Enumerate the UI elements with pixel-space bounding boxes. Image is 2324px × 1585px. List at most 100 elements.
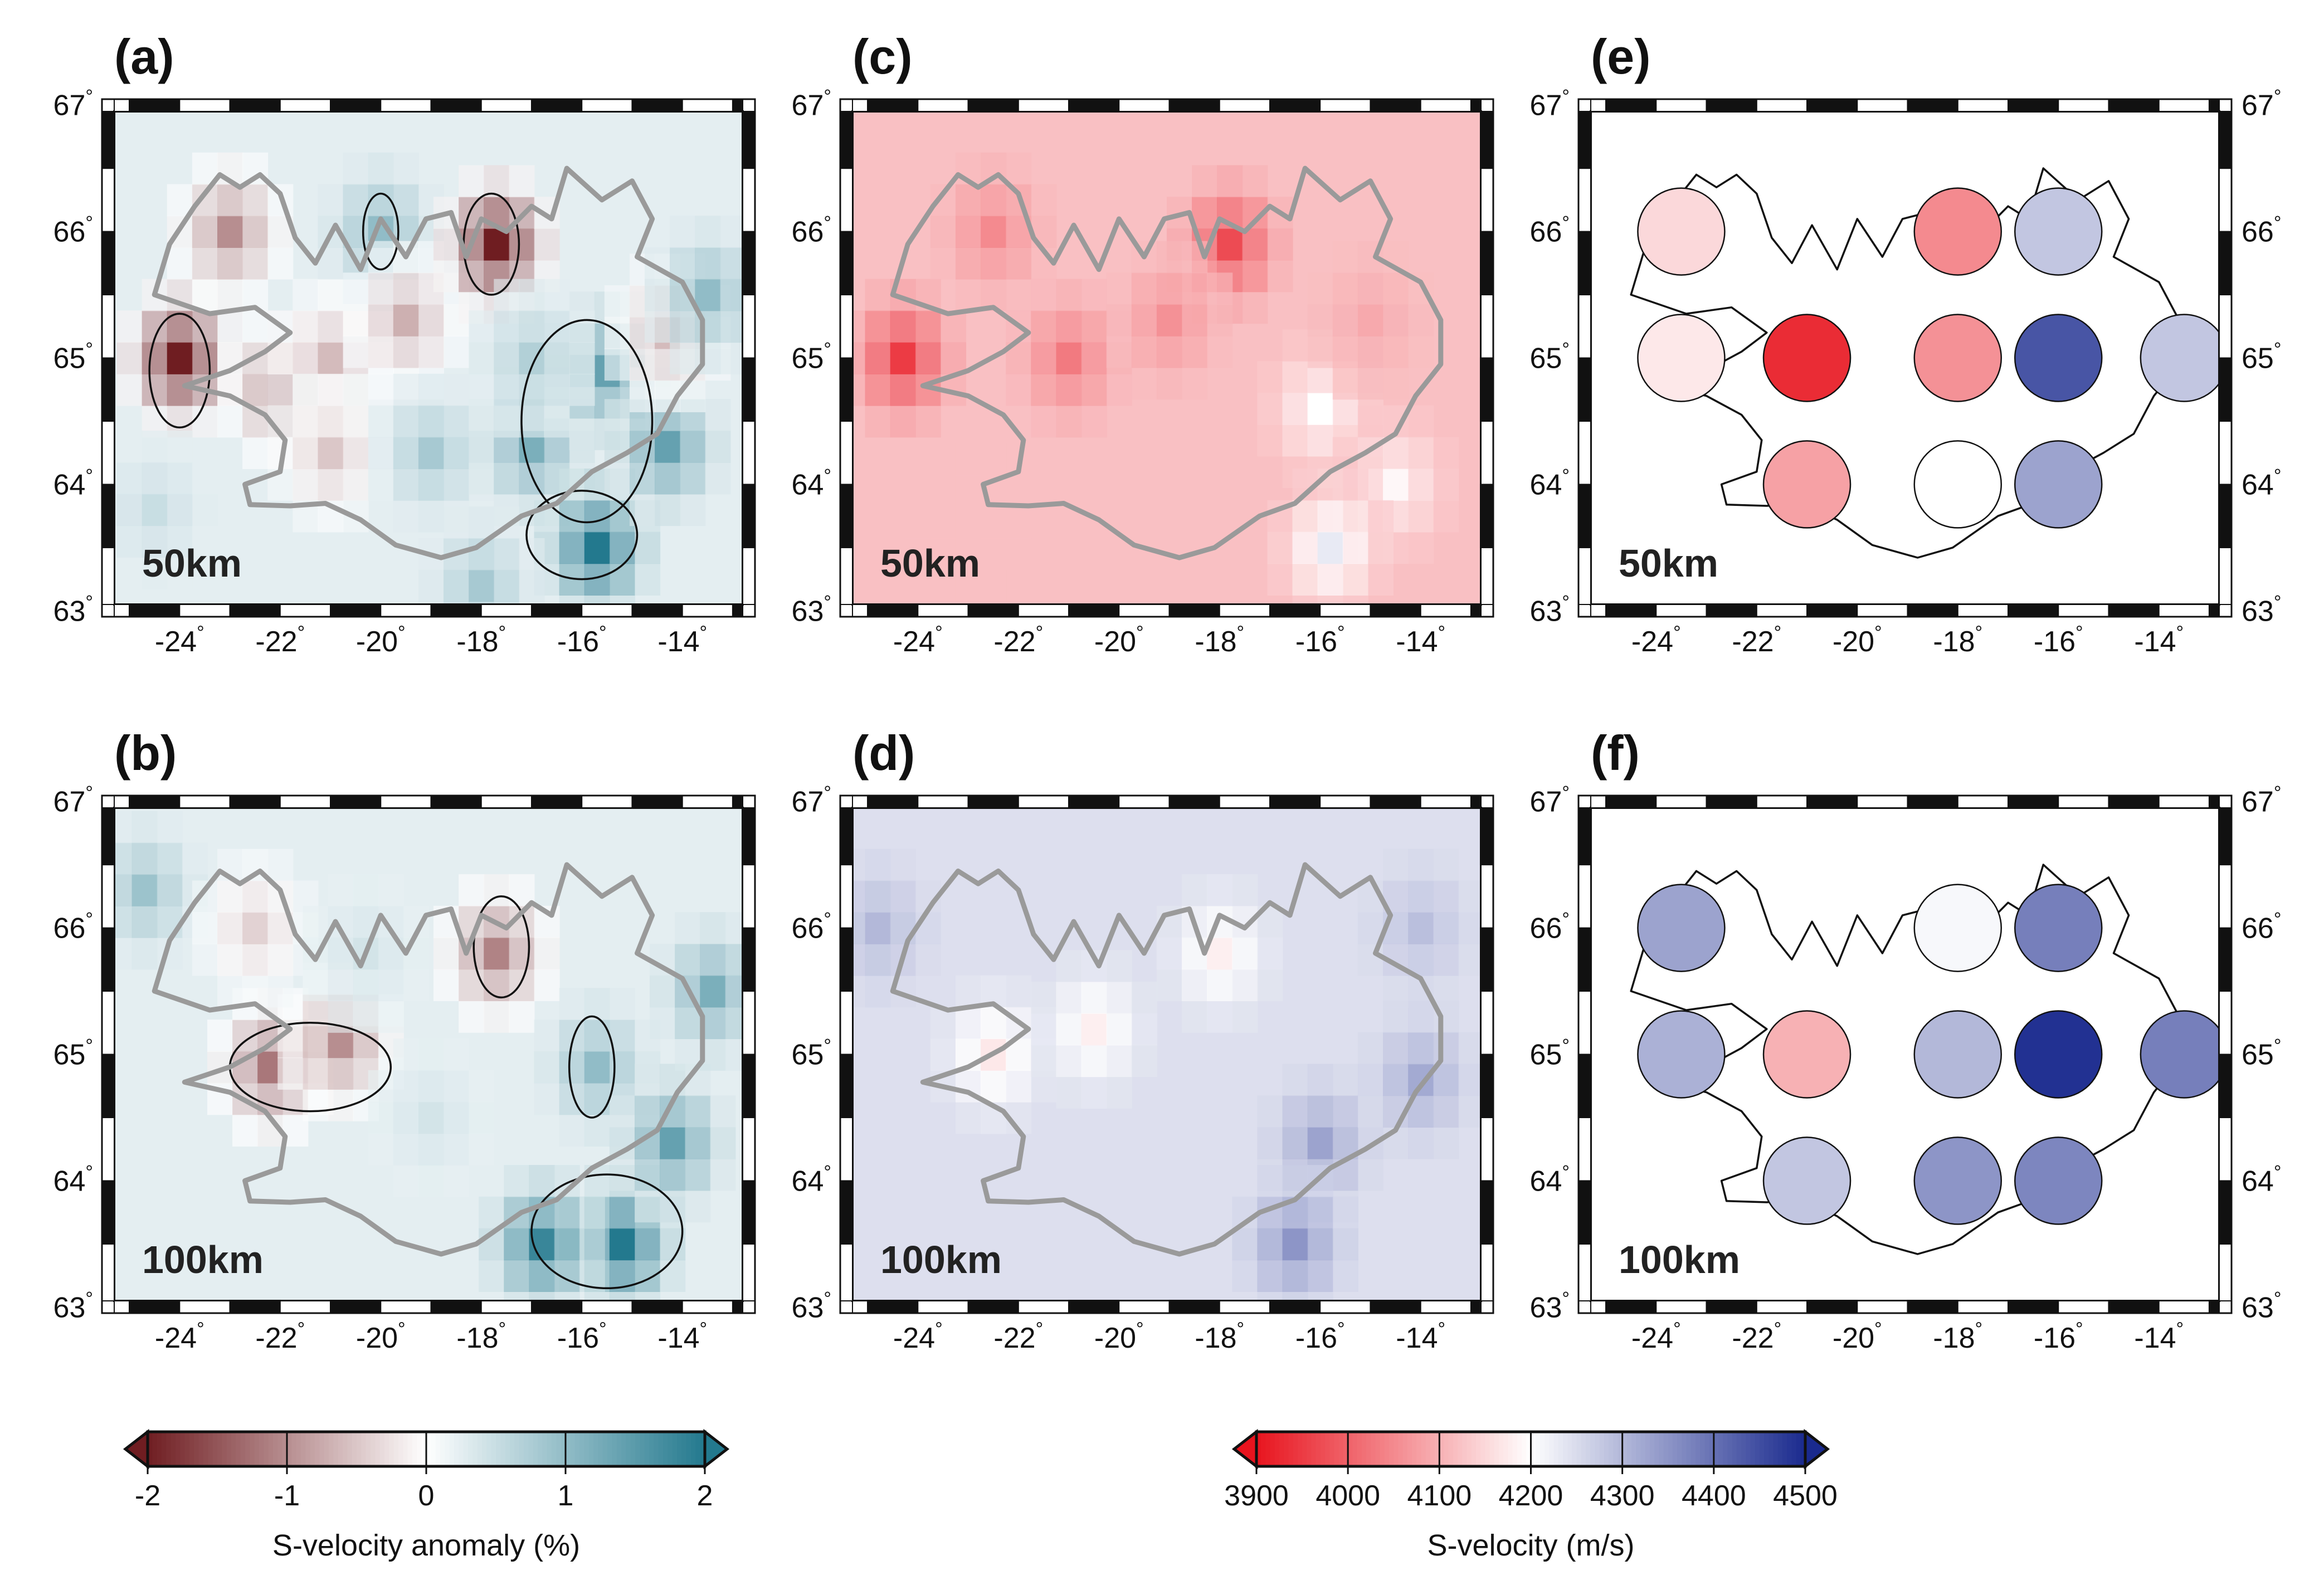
velocity-cell <box>242 437 269 470</box>
frame-segment <box>2219 807 2232 866</box>
velocity-cell <box>720 310 743 343</box>
frame-segment <box>1118 99 1170 112</box>
frame-segment <box>129 604 181 617</box>
x-tick-label: -24° <box>155 622 204 658</box>
velocity-cell <box>343 184 369 217</box>
degree-sign: ° <box>1337 1319 1345 1340</box>
frame-segment <box>1470 795 1482 808</box>
velocity-cell <box>1156 241 1183 274</box>
velocity-cell <box>242 373 269 406</box>
velocity-cell <box>670 310 696 343</box>
frame-segment <box>742 111 756 169</box>
colorbar-step <box>1709 1432 1714 1466</box>
velocity-cell <box>1332 1095 1358 1128</box>
velocity-cell <box>955 506 982 539</box>
velocity-cell <box>634 1260 661 1292</box>
x-tick-label: -22° <box>993 1319 1043 1354</box>
frame-segment <box>1806 99 1858 112</box>
velocity-cell <box>1282 361 1308 393</box>
frame-segment <box>430 1300 482 1314</box>
colorbar-step <box>598 1432 603 1466</box>
degree-sign: ° <box>935 622 943 643</box>
colorbar-step <box>1595 1432 1600 1466</box>
velocity-cell <box>1242 291 1268 324</box>
degree-sign: ° <box>824 86 831 108</box>
colorbar-step <box>1325 1432 1331 1466</box>
frame-segment <box>1605 795 1657 808</box>
colorbar-step <box>1649 1432 1655 1466</box>
frame-segment <box>2219 1116 2232 1182</box>
colorbar-step <box>338 1432 343 1466</box>
outer-frame <box>101 794 756 1314</box>
degree-sign: ° <box>2274 1288 2282 1309</box>
velocity-cell <box>1006 475 1032 508</box>
colorbar-step <box>1755 1432 1760 1466</box>
velocity-cell <box>303 969 329 1002</box>
colorbar-step <box>324 1432 329 1466</box>
frame-segment <box>2007 604 2059 617</box>
velocity-cell <box>328 874 354 906</box>
velocity-cell <box>1182 874 1208 906</box>
frame-segment <box>2219 991 2232 1055</box>
frame-segment <box>1756 604 1808 617</box>
frame-segment <box>530 604 583 617</box>
y-tick-label: 64° <box>1530 465 1570 501</box>
velocity-cell <box>368 304 394 336</box>
velocity-cell <box>509 937 535 970</box>
colorbar-step <box>514 1432 520 1466</box>
velocity-cell <box>343 469 369 501</box>
velocity-cell <box>418 569 445 602</box>
velocity-cell <box>604 285 630 318</box>
frame-segment <box>179 604 231 617</box>
velocity-cell <box>303 1057 329 1090</box>
colorbar-velocity: 3900 4000 4100 4200 4300 4400 4500 S-velocity (… <box>1224 1428 1838 1562</box>
colorbar-step <box>644 1432 650 1466</box>
velocity-cell <box>1257 1291 1283 1301</box>
velocity-cell <box>393 469 419 501</box>
colorbar-step <box>445 1432 450 1466</box>
colorbar-step <box>686 1432 691 1466</box>
velocity-cell <box>1267 531 1293 564</box>
frame-segment <box>840 1054 853 1118</box>
velocity-cell <box>368 469 394 501</box>
velocity-cell <box>930 1038 956 1071</box>
velocity-cell <box>1081 1013 1107 1046</box>
coastline <box>890 862 1444 1257</box>
colorbar-step <box>459 1432 464 1466</box>
velocity-cell <box>1257 1095 1283 1128</box>
velocity-cell <box>318 342 344 374</box>
velocity-cell <box>444 1101 470 1134</box>
y-tick-label-right: 64° <box>2242 1162 2281 1197</box>
velocity-cell <box>1458 1064 1481 1096</box>
colorbar-step <box>231 1432 237 1466</box>
colorbar-step <box>1394 1432 1399 1466</box>
velocity-cell <box>242 880 269 913</box>
velocity-cell <box>418 437 445 470</box>
colorbar-step <box>1759 1432 1765 1466</box>
velocity-cell <box>494 601 520 604</box>
velocity-cell <box>167 430 193 463</box>
frame-segment <box>2208 604 2220 617</box>
velocity-cell <box>645 310 671 343</box>
velocity-cell <box>192 216 218 248</box>
velocity-symbol <box>1637 884 1726 972</box>
colorbar-step <box>1274 1432 1280 1466</box>
velocity-cell <box>509 165 535 198</box>
velocity-cell <box>303 1026 329 1059</box>
frame-segment <box>742 547 756 606</box>
degree-sign: ° <box>824 1288 831 1309</box>
velocity-cell <box>318 405 344 438</box>
frame-segment <box>1219 604 1270 617</box>
frame-segment <box>852 795 869 808</box>
velocity-cell <box>584 500 610 533</box>
velocity-cell <box>116 310 143 343</box>
velocity-cell <box>444 1070 470 1103</box>
velocity-cell <box>494 279 520 311</box>
colorbar-step <box>282 1432 288 1466</box>
colorbar-step <box>1448 1432 1454 1466</box>
velocity-cell <box>418 469 445 501</box>
frame-segment <box>1017 795 1070 808</box>
velocity-cell <box>116 525 143 558</box>
velocity-cell <box>418 1101 445 1134</box>
velocity-cell <box>915 342 941 374</box>
